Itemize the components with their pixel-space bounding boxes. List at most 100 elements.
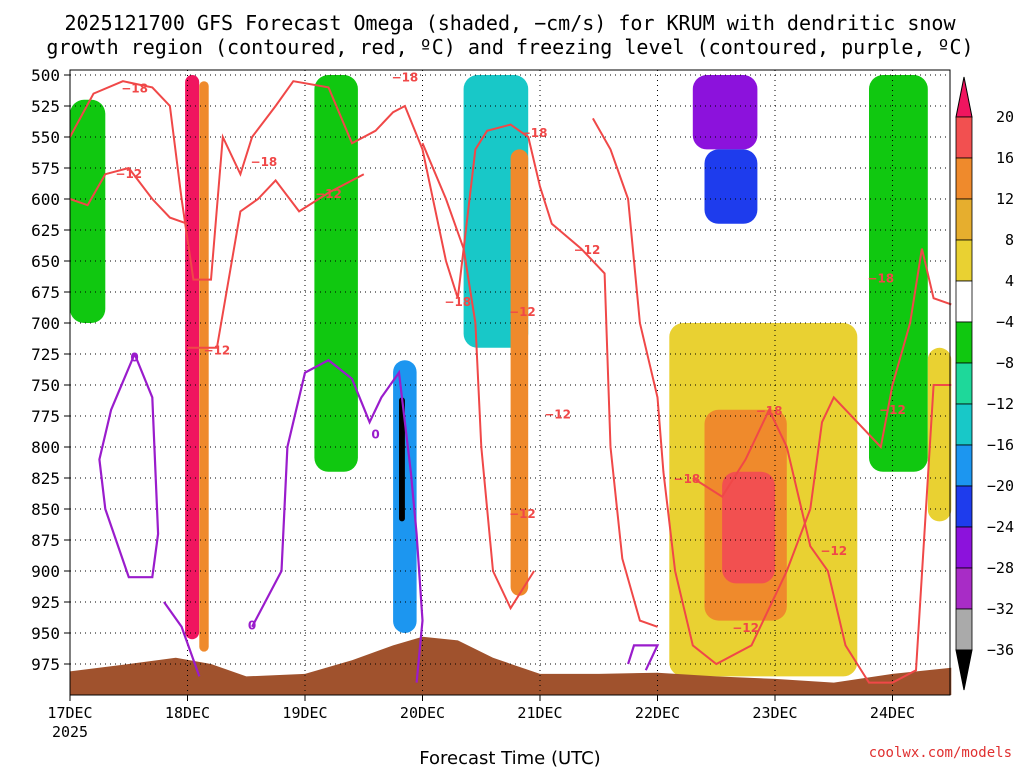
colorbar-segment <box>955 239 973 282</box>
contour-label-red: −18 <box>867 271 894 285</box>
x-tick-year: 2025 <box>52 723 88 741</box>
colorbar-segment <box>955 403 973 446</box>
y-tick-label: 775 <box>31 407 60 426</box>
x-tick-label: 23DEC <box>752 704 797 722</box>
colorbar-label: −8 <box>996 354 1014 372</box>
omega-shade-blue-mid-23dec <box>704 149 758 224</box>
colorbar-segment <box>955 362 973 405</box>
omega-shading <box>70 75 952 677</box>
contour-labels: −18 −12 −18 −12 −12 −18 −18 −12 −18 −12 −12 −12 −18 −… <box>115 70 905 635</box>
chart-title-line1: 2025121700 GFS Forecast Omega (shaded, −… <box>64 11 956 35</box>
x-tick-label: 21DEC <box>517 704 562 722</box>
contour-label-red: −12 <box>544 408 571 422</box>
colorbar-label: 16 <box>996 149 1014 167</box>
contour-purple <box>98 353 160 579</box>
contour-label-red: −18 <box>121 82 148 96</box>
x-tick-label: 19DEC <box>282 704 327 722</box>
contour-red <box>692 384 952 684</box>
y-tick-label: 850 <box>31 500 60 519</box>
y-tick-label: 650 <box>31 252 60 271</box>
contour-red <box>592 117 952 666</box>
credit-text: coolwx.com/models <box>869 745 1012 761</box>
colorbar-segment <box>955 157 973 200</box>
plot-area: −18 −12 −18 −12 −12 −18 −18 −12 −18 −12 −12 −12 −18 −… <box>69 69 952 696</box>
y-tick-label: 925 <box>31 593 60 612</box>
contour-label-red: −12 <box>509 507 536 521</box>
chart-title-line2: growth region (contoured, red, ºC) and f… <box>46 35 973 59</box>
y-tick-label: 750 <box>31 376 60 395</box>
omega-shade-green-right-24dec <box>869 75 928 472</box>
x-axis-label: Forecast Time (UTC) <box>419 748 600 768</box>
contour-red <box>421 142 535 611</box>
contour-red <box>69 166 188 225</box>
colorbar-label: −20 <box>987 477 1014 495</box>
omega-shade-red-core-23dec <box>722 471 775 584</box>
omega-shade-green-band-17dec <box>70 99 106 323</box>
colorbar-label: −24 <box>987 518 1014 536</box>
contour-label-red: −18 <box>756 404 783 418</box>
contour-purple <box>251 358 424 683</box>
omega-shade-purple-mid-23dec <box>692 75 758 150</box>
x-tick-label: 20DEC <box>400 704 445 722</box>
y-tick-label: 700 <box>31 314 60 333</box>
y-tick-label: 900 <box>31 562 60 581</box>
colorbar-label: −28 <box>987 559 1014 577</box>
colorbar-label: 8 <box>1005 231 1014 249</box>
colorbar-segment <box>955 321 973 364</box>
colorbar-label: 4 <box>1005 272 1014 290</box>
omega-shade-orange-band-21dec <box>510 149 529 596</box>
colorbar-segment <box>955 567 973 610</box>
colorbar-label: 12 <box>996 190 1014 208</box>
colorbar: 20 16 12 8 4 −4 −8 −12 −16 −20 −24 −28 −32 −36 <box>955 76 1014 691</box>
y-tick-label: 725 <box>31 345 60 364</box>
omega-shade-black-core-20dec <box>399 397 405 522</box>
colorbar-segment <box>955 608 973 651</box>
contour-label-purple: 0 <box>248 619 256 633</box>
x-tick-label: 22DEC <box>635 704 680 722</box>
x-tick-label: 17DEC <box>47 704 92 722</box>
colorbar-segment <box>955 280 973 323</box>
colorbar-segment <box>955 526 973 569</box>
terrain-fill <box>70 636 952 695</box>
contour-label-red: −18 <box>251 155 278 169</box>
y-axis: 500 525 550 575 600 625 650 675 700 725 750 775 800 8… <box>31 66 70 674</box>
y-tick-label: 875 <box>31 531 60 550</box>
contour-label-red: −18 <box>521 126 548 140</box>
colorbar-label: −36 <box>987 641 1014 659</box>
omega-shade-pink-column-18dec <box>185 75 200 640</box>
colorbar-segment <box>955 444 973 487</box>
contour-purple <box>163 601 201 677</box>
colorbar-label: −12 <box>987 395 1014 413</box>
y-tick-label: 675 <box>31 283 60 302</box>
y-tick-label: 500 <box>31 66 60 85</box>
contour-label-red: −12 <box>879 403 906 417</box>
colorbar-segment <box>955 116 973 159</box>
colorbar-segment <box>955 198 973 241</box>
y-tick-label: 525 <box>31 97 60 116</box>
terrain-layer <box>70 636 952 695</box>
colorbar-label: 20 <box>996 108 1014 126</box>
contour-label-red: −12 <box>732 621 759 635</box>
contour-label-red: −12 <box>204 343 231 357</box>
colorbar-label: −16 <box>987 436 1014 454</box>
contour-label-red: −18 <box>674 472 701 486</box>
contour-label-red: −18 <box>392 70 419 84</box>
y-tick-label: 600 <box>31 190 60 209</box>
colorbar-label: −4 <box>996 313 1014 331</box>
omega-shade-orange-core-18dec <box>199 81 209 652</box>
y-tick-label: 975 <box>31 655 60 674</box>
contour-label-red: −12 <box>509 305 536 319</box>
colorbar-arrow-bottom <box>955 649 973 691</box>
y-tick-label: 950 <box>31 624 60 643</box>
contour-label-purple: 0 <box>371 428 379 442</box>
contour-label-purple: 0 <box>130 351 138 365</box>
omega-shade-green-band-19dec <box>314 75 358 472</box>
contour-lines <box>69 80 952 684</box>
colorbar-label: −32 <box>987 600 1014 618</box>
plot-frame <box>69 69 951 696</box>
contour-label-red: −12 <box>315 187 342 201</box>
y-tick-label: 550 <box>31 128 60 147</box>
x-tick-label: 18DEC <box>165 704 210 722</box>
